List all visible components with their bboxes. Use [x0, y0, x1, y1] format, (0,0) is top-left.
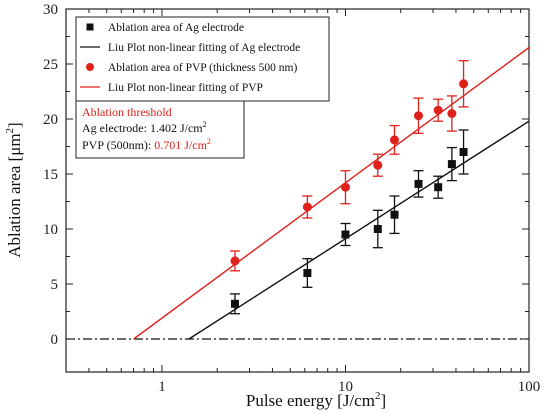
- y-tick-label: 10: [43, 222, 58, 238]
- legend-marker-ag: [86, 23, 94, 31]
- x-tick-label: 1: [158, 379, 166, 395]
- data-point-pvp: [230, 256, 240, 266]
- y-tick-label: 15: [43, 167, 58, 183]
- legend-label-ag-fit: Liu Plot non-linear fitting of Ag electr…: [108, 42, 300, 54]
- x-axis-title-main: Pulse energy [J/cm: [246, 391, 375, 410]
- data-point-ag: [434, 183, 443, 192]
- annotation-ag-label: Ag electrode: 1.402 J/cm: [82, 121, 203, 135]
- data-point-ag: [303, 269, 312, 277]
- legend-box: [75, 16, 330, 102]
- annotation-pvp-sup: 2: [207, 137, 211, 146]
- data-point-pvp: [433, 105, 443, 115]
- y-tick-label: 30: [43, 2, 58, 18]
- legend-label-ag: Ablation area of Ag electrode: [108, 22, 244, 34]
- annotation-ag-sup: 2: [203, 120, 207, 129]
- annotation-box: [75, 100, 245, 159]
- data-point-pvp: [414, 111, 424, 121]
- legend-label-pvp-fit: Liu Plot non-linear fitting of PVP: [108, 82, 263, 94]
- data-point-pvp: [302, 202, 312, 212]
- x-tick-label: 100: [518, 379, 541, 395]
- y-tick-label: 25: [43, 57, 58, 73]
- data-point-ag: [459, 148, 468, 156]
- data-point-ag: [447, 160, 456, 169]
- x-axis-title-sup: 2: [375, 390, 381, 402]
- data-point-ag: [414, 179, 423, 188]
- annotation-title: Ablation threshold: [82, 105, 172, 119]
- x-axis-title-tail: ]: [380, 391, 386, 410]
- data-point-pvp: [340, 182, 350, 192]
- legend-label-pvp: Ablation area of PVP (thickness 500 nm): [108, 62, 297, 74]
- y-tick-label: 20: [43, 112, 58, 128]
- data-point-ag: [230, 299, 239, 308]
- y-axis-title: Ablation area [μm2]: [4, 122, 24, 257]
- y-axis-title-main: Ablation area [μm: [5, 133, 24, 257]
- y-tick-label: 0: [51, 332, 59, 348]
- annotation-pvp-value: 0.701 J/cm: [154, 138, 207, 152]
- plot-frame: [65, 8, 530, 373]
- x-tick-label: 10: [338, 379, 353, 395]
- data-point-ag: [390, 210, 399, 219]
- data-point-pvp: [447, 109, 457, 118]
- y-tick-label: 5: [51, 277, 59, 293]
- y-axis-title-tail: ]: [5, 122, 24, 128]
- data-point-ag: [341, 230, 350, 239]
- data-point-pvp: [373, 160, 383, 170]
- threshold-annotation: Ablation threshold Ag electrode: 1.402 J…: [75, 100, 245, 159]
- data-point-pvp: [390, 135, 400, 145]
- data-point-ag: [373, 225, 382, 233]
- legend: Ablation area of Ag electrode Liu Plot n…: [75, 16, 330, 102]
- fit-line-ag: [188, 120, 530, 340]
- legend-marker-pvp: [86, 63, 94, 71]
- annotation-ag: Ag electrode: 1.402 J/cm2: [82, 120, 207, 135]
- x-axis-title: Pulse energy [J/cm2]: [246, 390, 386, 410]
- data-point-pvp: [459, 79, 469, 89]
- annotation-pvp: PVP (500nm): 0.701 J/cm2: [82, 137, 211, 152]
- annotation-pvp-label: PVP (500nm):: [82, 138, 154, 152]
- y-axis-title-sup: 2: [4, 128, 16, 134]
